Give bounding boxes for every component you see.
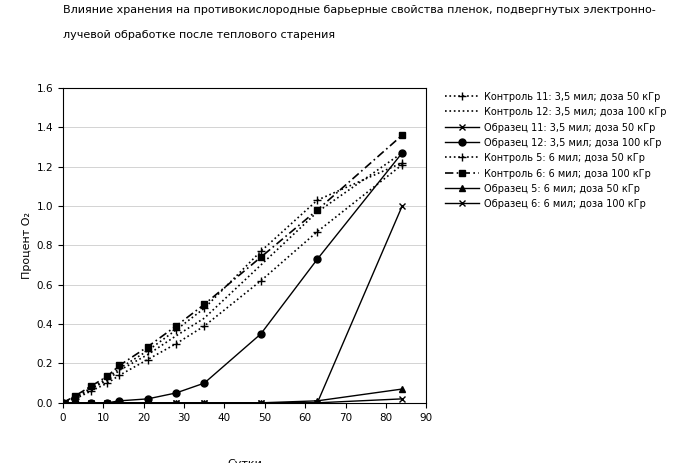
Text: лучевой обработке после теплового старения: лучевой обработке после теплового старен… — [63, 30, 335, 40]
Y-axis label: Процент О₂: Процент О₂ — [22, 212, 32, 279]
Text: Сутки: Сутки — [227, 459, 262, 463]
Text: Влияние хранения на противокислородные барьерные свойства пленок, подвергнутых э: Влияние хранения на противокислородные б… — [63, 5, 656, 15]
Legend: Контроль 11: 3,5 мил; доза 50 кГр, Контроль 12: 3,5 мил; доза 100 кГр, Образец 1: Контроль 11: 3,5 мил; доза 50 кГр, Контр… — [441, 88, 670, 213]
